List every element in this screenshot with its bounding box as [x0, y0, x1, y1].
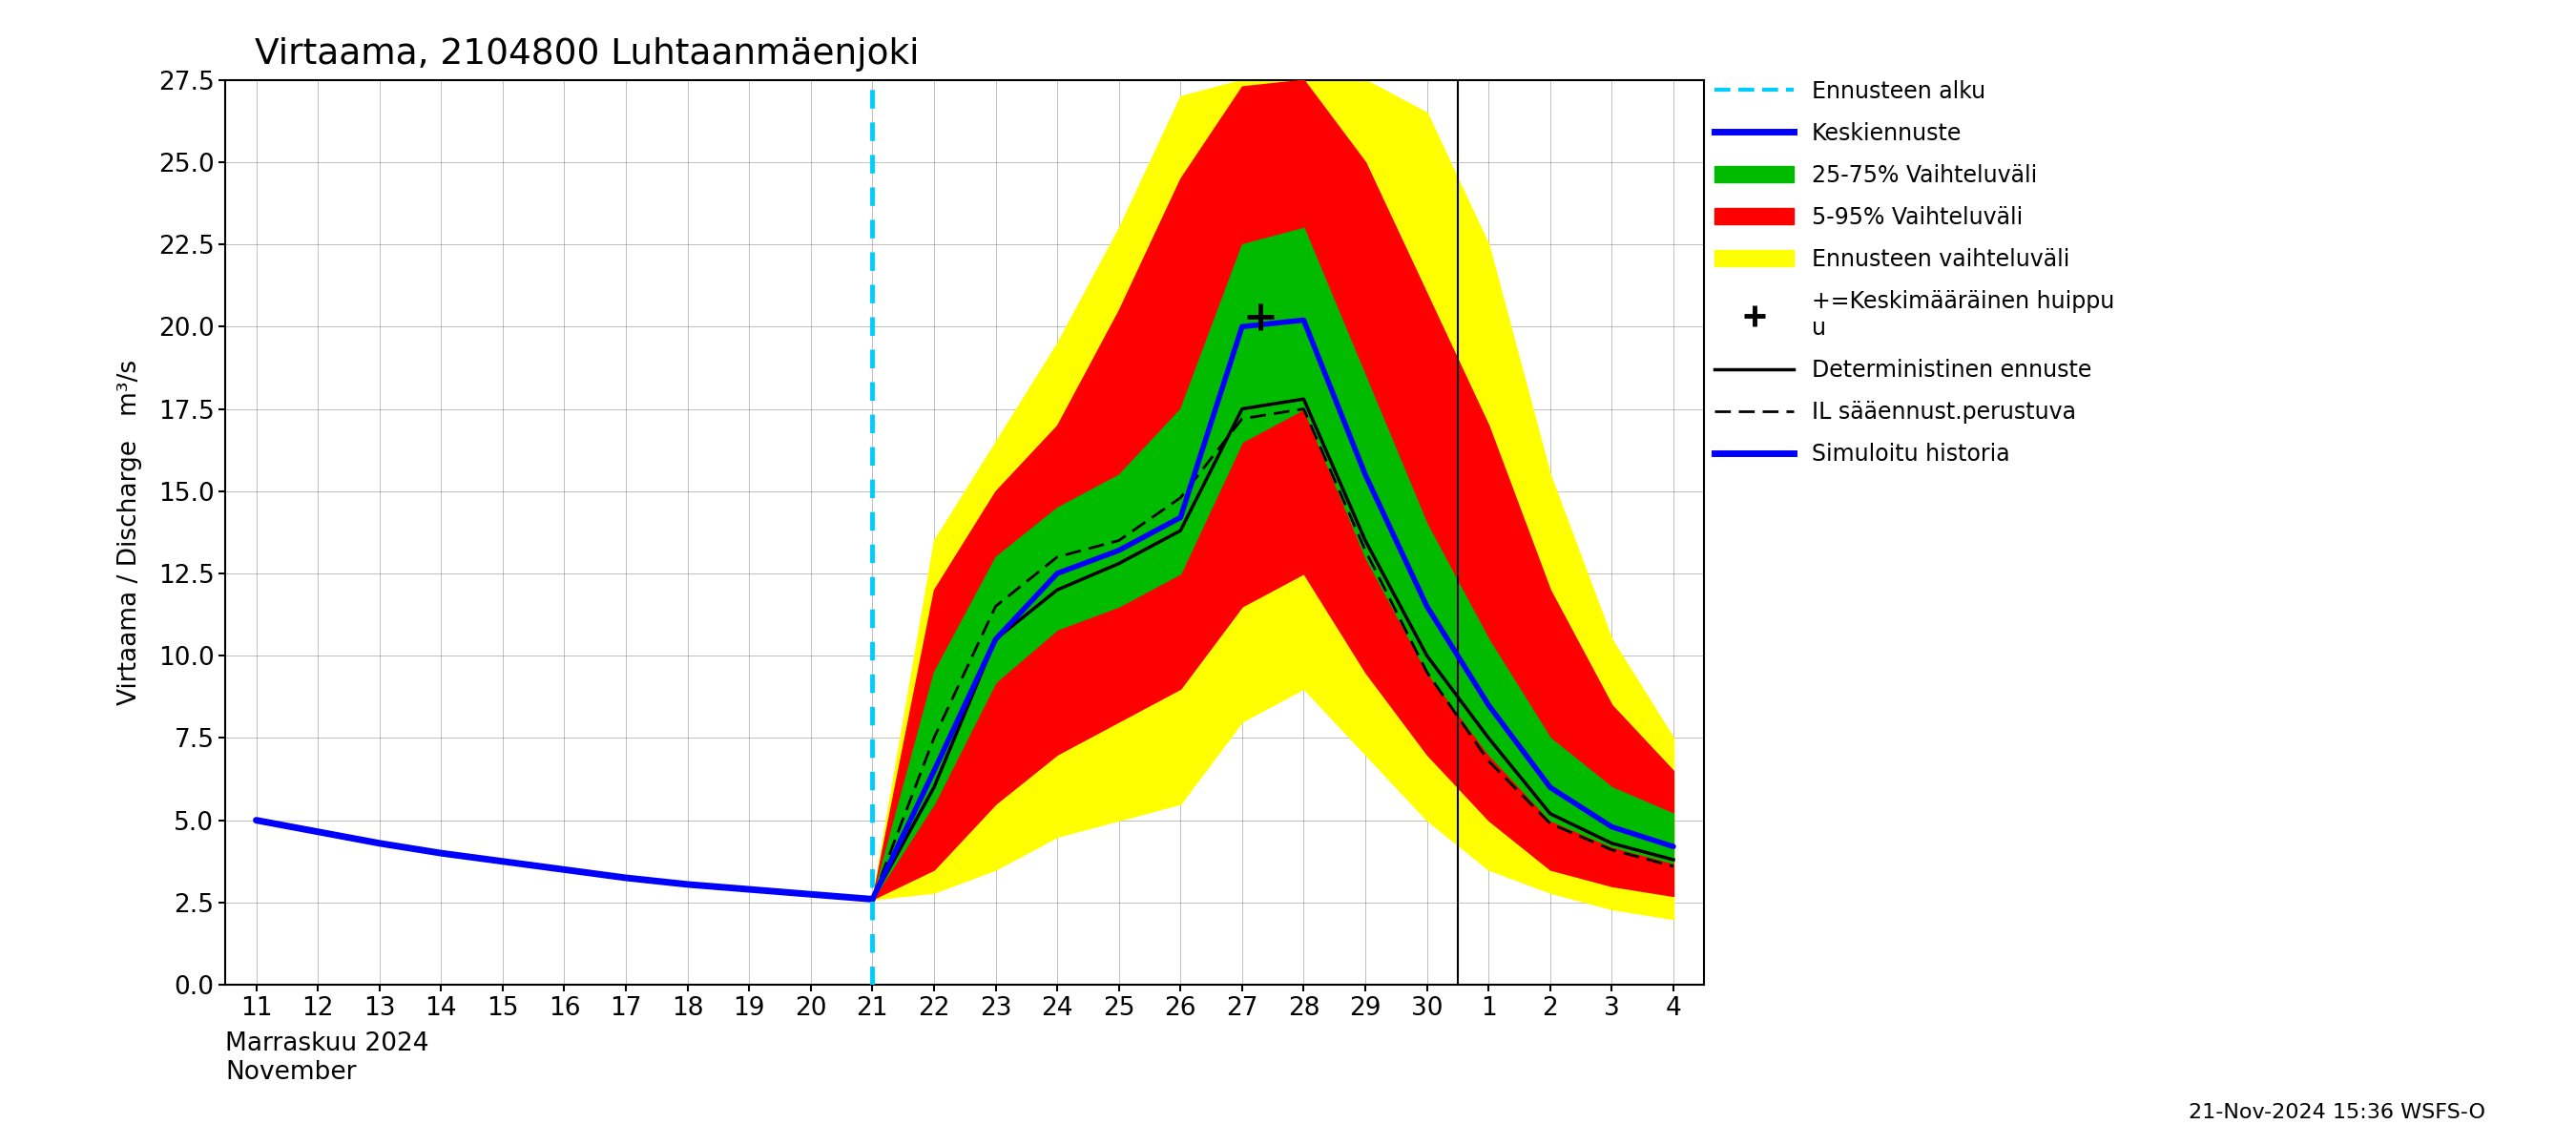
Legend: Ennusteen alku, Keskiennuste, 25-75% Vaihteluväli, 5-95% Vaihteluväli, Ennusteen: Ennusteen alku, Keskiennuste, 25-75% Vai… — [1705, 71, 2123, 475]
Text: Virtaama, 2104800 Luhtaanmäenjoki: Virtaama, 2104800 Luhtaanmäenjoki — [255, 37, 920, 71]
Y-axis label: Virtaama / Discharge   m³/s: Virtaama / Discharge m³/s — [118, 360, 142, 705]
Text: 21-Nov-2024 15:36 WSFS-O: 21-Nov-2024 15:36 WSFS-O — [2190, 1103, 2486, 1122]
X-axis label: Marraskuu 2024
November: Marraskuu 2024 November — [224, 1032, 430, 1085]
